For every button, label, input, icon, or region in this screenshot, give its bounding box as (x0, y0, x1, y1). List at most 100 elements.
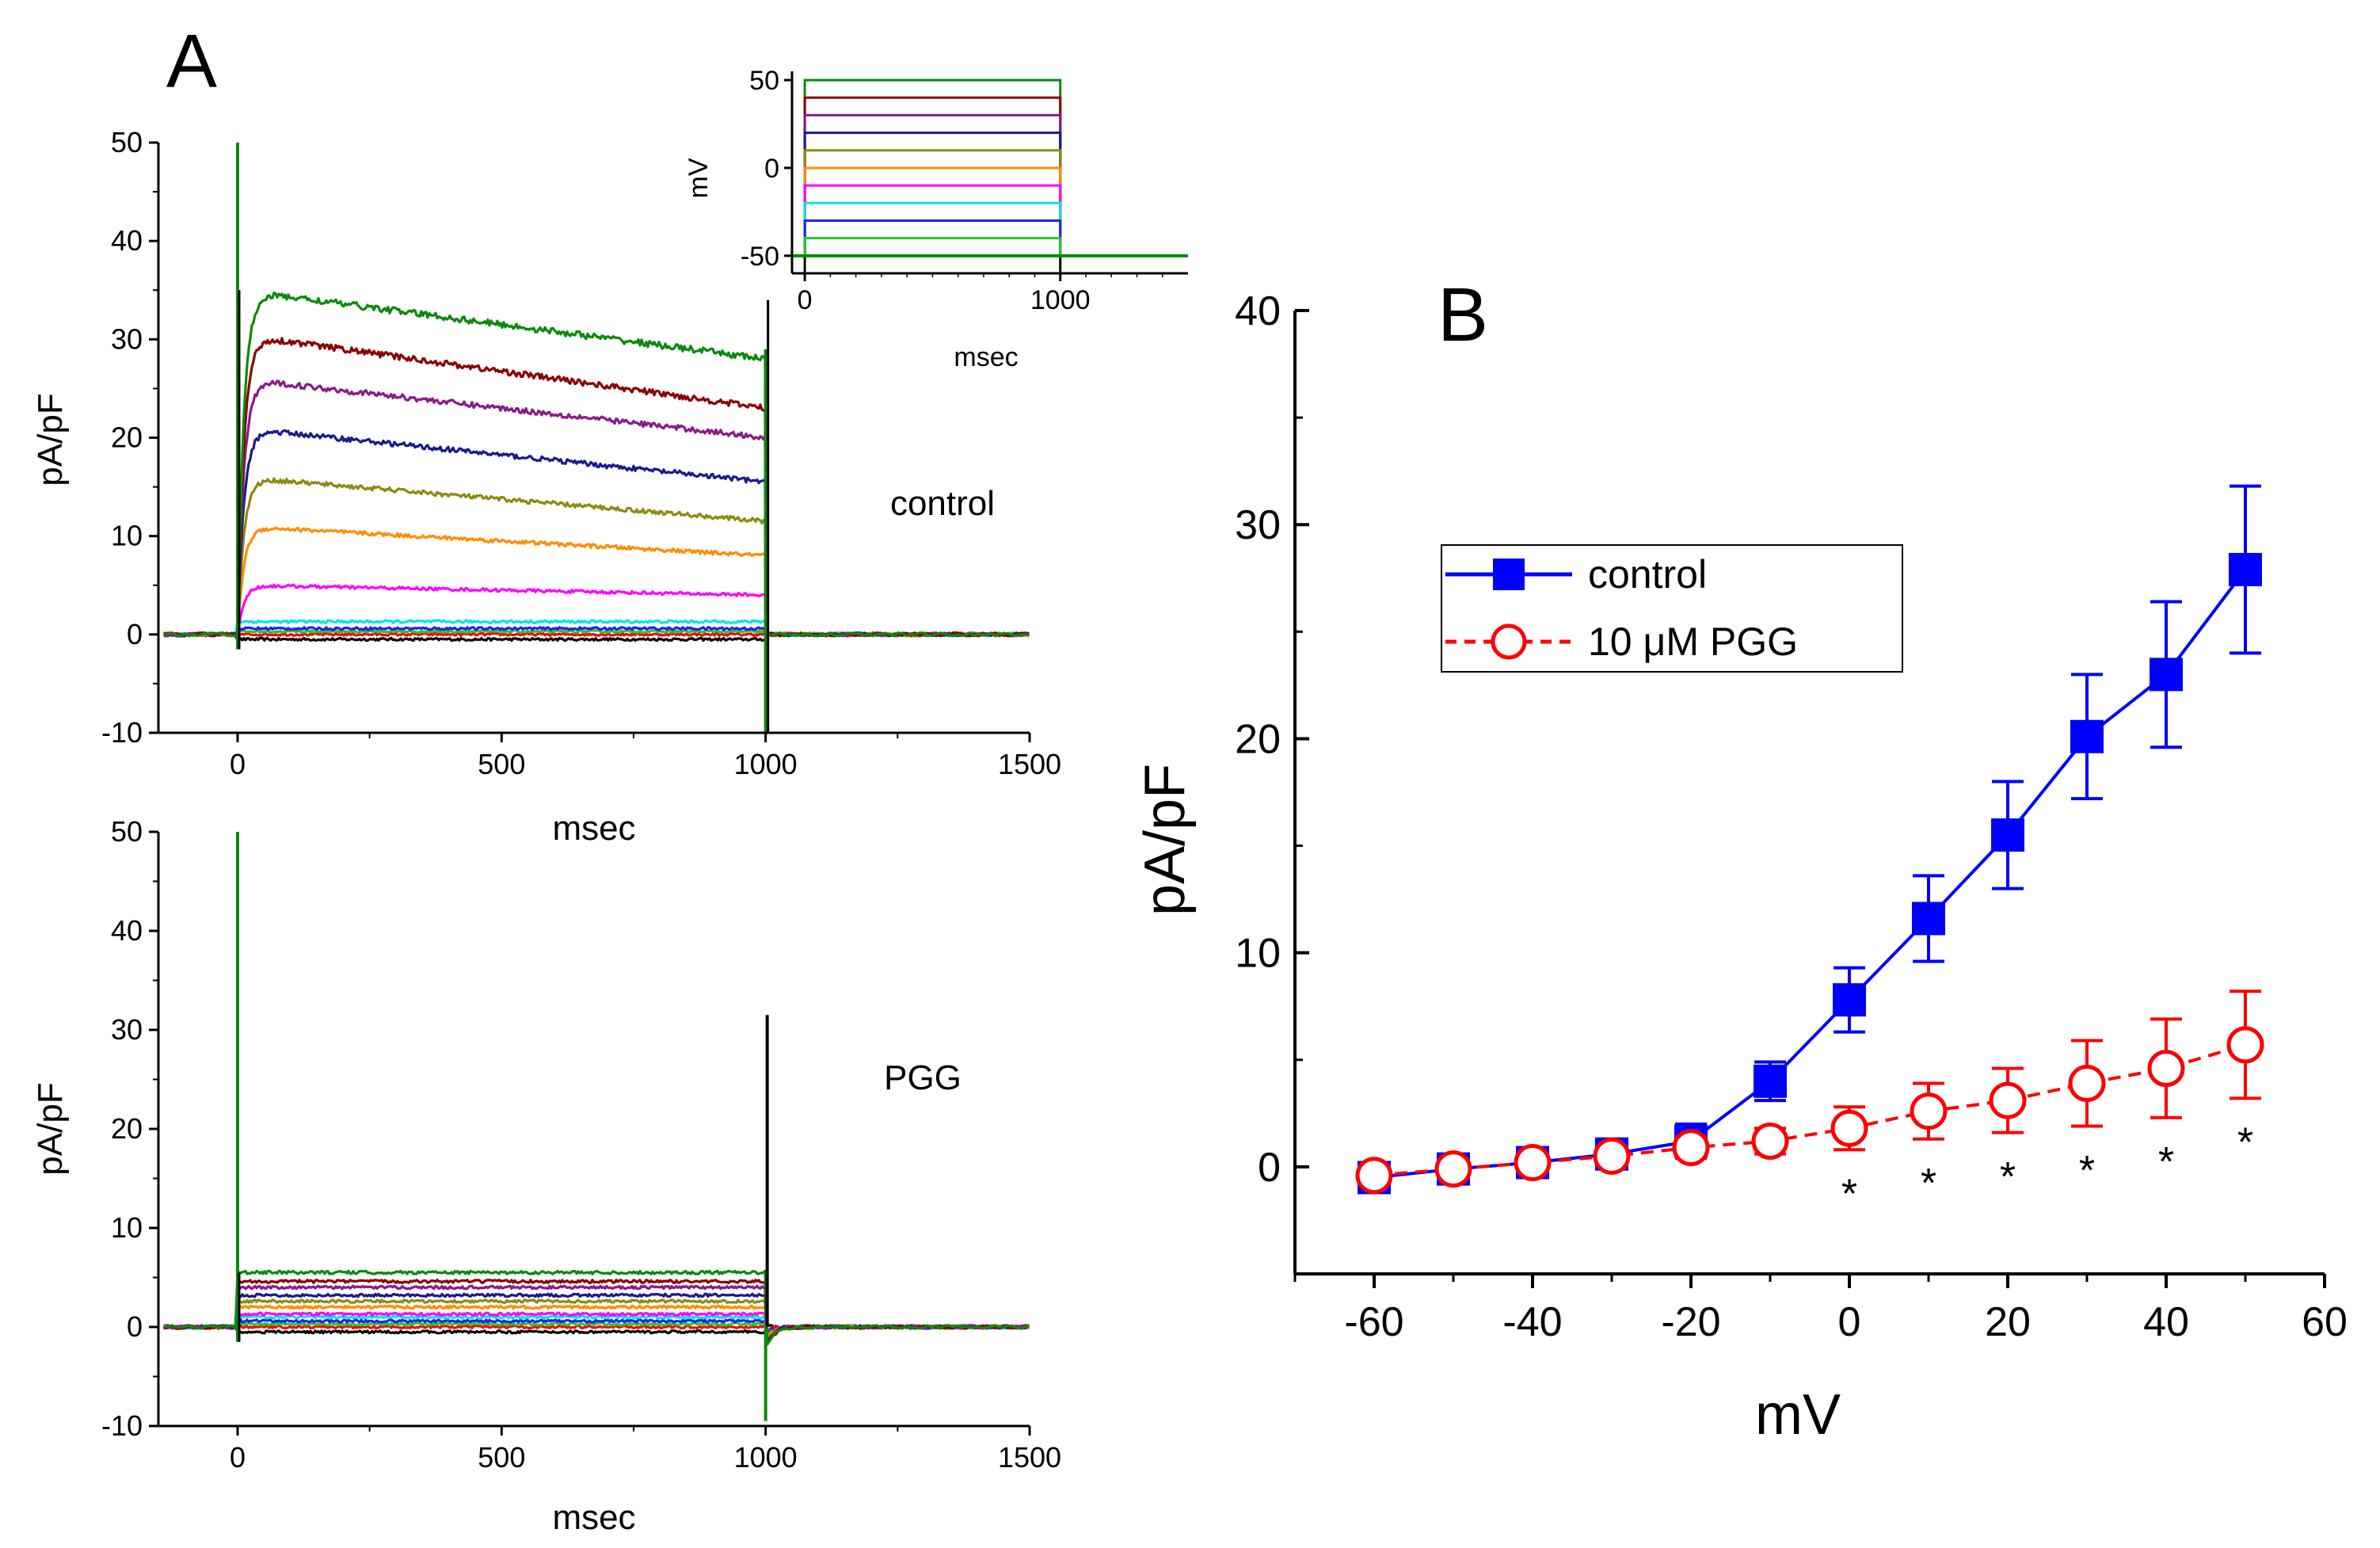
pgg-y-tick-label: 0 (127, 1310, 143, 1343)
iv-point (2226, 1026, 2264, 1064)
control-y-tick-label: 40 (111, 224, 143, 257)
iv-y-axis-label: pA/pF (1133, 764, 1197, 916)
iv-point (1754, 1064, 1787, 1098)
iv-legend: control 10 μM PGG (1441, 544, 1903, 673)
control-trace--10mV (163, 583, 1030, 638)
pgg-x-axis-label: msec (552, 1498, 635, 1537)
iv-point (1593, 1137, 1631, 1175)
pgg-y-tick-label: 50 (111, 815, 143, 848)
inset-step-40mV (803, 96, 1062, 256)
pgg-y-tick-label: 40 (111, 914, 143, 947)
iv-y-tick-label: 0 (1258, 1145, 1281, 1191)
iv-point (1833, 983, 1866, 1017)
significance-markers: * * * * * * (1841, 1120, 2253, 1218)
pgg-y-tick-label: 10 (111, 1211, 143, 1244)
iv-series-pgg (1355, 989, 2264, 1195)
control-trace--20mV (163, 619, 1030, 638)
panel-label-a: A (166, 19, 217, 104)
control-x-tick-label: 1500 (998, 748, 1061, 780)
pgg-trace-0mV (163, 1304, 1030, 1339)
control-trace-30mV (163, 379, 1030, 638)
legend-pgg-label: 10 μM PGG (1588, 620, 1798, 664)
pgg-trace-50mV (163, 1269, 1030, 1346)
iv-x-tick-label: 40 (2143, 1299, 2189, 1345)
iv-point (1991, 818, 2024, 852)
iv-y-tick-label: 10 (1235, 931, 1281, 977)
inset-y-tick-label: 0 (764, 154, 779, 184)
iv-curve-plot: 0 10 20 30 40 -60 -40 -20 0 20 40 60 * * * * * * mV pA/p… (1133, 288, 2348, 1447)
control-x-axis-label: msec (552, 809, 635, 848)
significance-star: * (1841, 1172, 1857, 1218)
iv-line (1373, 1043, 2246, 1177)
legend-control-label: control (1588, 552, 1707, 597)
control-y-axis-label: pA/pF (31, 393, 70, 486)
legend-pgg-marker (1491, 623, 1527, 660)
iv-x-tick-label: 60 (2302, 1299, 2348, 1345)
control-trace--60mV (162, 631, 1030, 642)
iv-point (1514, 1143, 1552, 1181)
pgg-trace--20mV (163, 1314, 1030, 1336)
iv-y-tick-label: 20 (1235, 716, 1281, 762)
iv-point (2229, 552, 2262, 586)
control-y-tick-label: 30 (111, 322, 143, 355)
control-traces (162, 143, 1030, 733)
iv-y-tick-label: 40 (1235, 288, 1281, 334)
pgg-trace--60mV (163, 1324, 1030, 1335)
iv-point (1912, 902, 1945, 936)
significance-star: * (2158, 1139, 2174, 1185)
iv-y-tick-label: 30 (1235, 502, 1281, 548)
control-y-tick-label: 20 (111, 421, 143, 454)
significance-star: * (2079, 1148, 2095, 1194)
iv-axes: 0 10 20 30 40 -60 -40 -20 0 20 40 60 (1235, 288, 2348, 1345)
pgg-y-tick-label: 30 (111, 1013, 143, 1046)
iv-point (1830, 1109, 1868, 1147)
legend-control-marker (1493, 559, 1525, 590)
pgg-traces (162, 832, 1030, 1421)
significance-star: * (2237, 1120, 2253, 1166)
significance-star: * (1921, 1161, 1936, 1207)
control-x-tick-label: 1000 (734, 748, 798, 780)
inset-y-tick-label: -50 (741, 242, 779, 272)
pgg-trace--40mV (163, 1321, 1030, 1333)
inset-step--20mV (803, 201, 1062, 256)
iv-point (2068, 1065, 2106, 1103)
iv-point (1434, 1150, 1472, 1188)
control-y-tick-label: 10 (111, 520, 143, 552)
pgg-x-tick-label: 500 (478, 1441, 525, 1474)
inset-step-0mV (803, 166, 1062, 256)
control-trace-20mV (163, 429, 1030, 638)
control-y-tick-label: 50 (111, 126, 143, 158)
pgg-trace--10mV (163, 1311, 1030, 1336)
iv-point (1751, 1122, 1789, 1160)
pgg-trace--30mV (163, 1318, 1030, 1335)
pgg-x-tick-label: 1000 (734, 1441, 798, 1474)
voltage-protocol-steps (792, 78, 1188, 275)
iv-point (2070, 719, 2104, 753)
control-trace-10mV (162, 477, 1030, 638)
iv-point (1989, 1081, 2027, 1119)
inset-y-axis-label: mV (684, 158, 714, 198)
control-condition-label: control (890, 484, 995, 523)
control-trace-50mV (163, 292, 1030, 639)
iv-point (2147, 1050, 2185, 1088)
significance-star: * (2000, 1154, 2016, 1200)
iv-x-tick-label: -60 (1344, 1299, 1403, 1345)
control-trace--50mV (163, 631, 1030, 638)
inset-x-tick-label: 1000 (1030, 285, 1091, 315)
inset-step--60mV (803, 255, 1062, 275)
pgg-condition-label: PGG (884, 1058, 962, 1097)
control-trace-40mV (163, 337, 1030, 638)
control-x-tick-label: 0 (230, 748, 246, 780)
pgg-x-tick-label: 0 (230, 1441, 246, 1474)
iv-x-tick-label: -40 (1502, 1299, 1562, 1345)
panel-label-b: B (1438, 273, 1488, 357)
iv-point (2150, 658, 2183, 692)
inset-x-tick-label: 0 (798, 285, 813, 315)
